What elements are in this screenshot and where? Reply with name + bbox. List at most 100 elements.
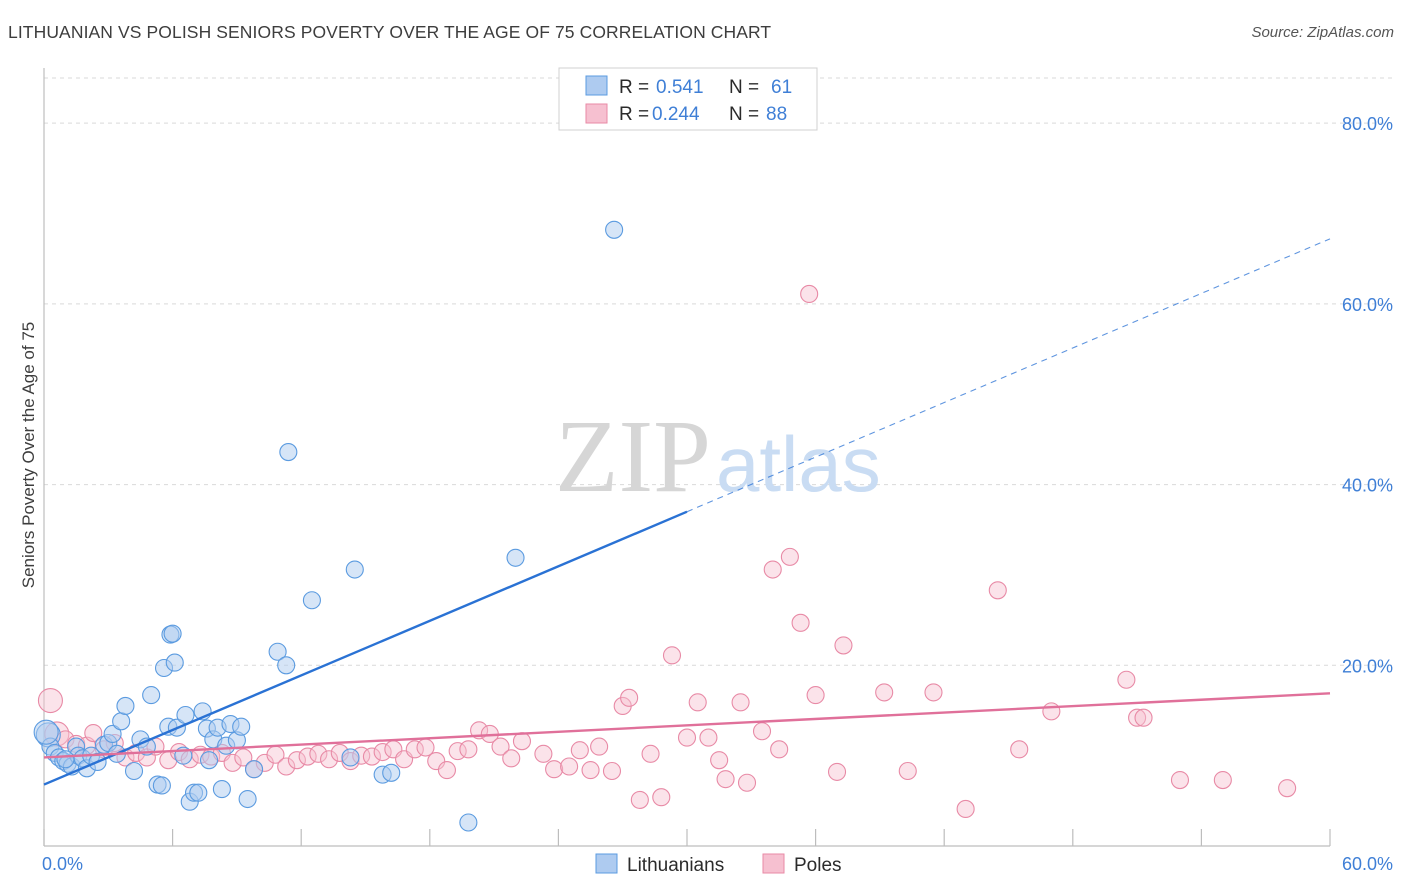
poles-point <box>298 747 317 766</box>
poles-point <box>763 560 782 579</box>
poles-point <box>309 744 328 763</box>
poles-point <box>827 762 847 781</box>
poles-point <box>84 724 103 743</box>
correlation-legend: R = 0.541 N = 61 R = 0.244 N = 88 <box>558 67 818 131</box>
poles-point <box>545 760 564 779</box>
poles-point <box>1213 770 1232 790</box>
poles-point <box>373 742 392 762</box>
poles-point <box>502 749 521 768</box>
poles-point <box>590 737 609 756</box>
poles-trend-line <box>43 692 1331 759</box>
axes <box>43 68 1331 847</box>
poles-point <box>1278 779 1297 798</box>
poles-point <box>620 688 639 707</box>
y-axis-label: Seniors Poverty Over the Age of 75 <box>19 322 38 588</box>
poles-point <box>688 693 707 712</box>
lithuanians-point <box>244 760 264 779</box>
legend-swatch-lithuanians <box>585 75 608 96</box>
grid-lines <box>44 77 1392 666</box>
lithuanians-point <box>341 748 360 767</box>
bottom-legend-swatch-poles <box>762 853 785 874</box>
poles-point <box>834 636 853 655</box>
poles-point <box>641 744 660 763</box>
lithuanians-point <box>232 717 251 736</box>
lithuanians-point <box>152 776 171 795</box>
poles-points <box>37 284 1297 819</box>
lithuanians-trend-extension <box>686 238 1331 513</box>
poles-point <box>699 728 718 747</box>
poles-point <box>459 740 478 759</box>
legend-n-value-1: 88 <box>766 104 787 125</box>
watermark: ZIP atlas <box>555 399 881 514</box>
x-tick-label-1: 60.0% <box>1342 854 1393 874</box>
poles-point <box>277 757 296 776</box>
lithuanians-point <box>56 750 75 769</box>
lithuanians-point <box>165 653 184 672</box>
poles-point <box>662 646 682 665</box>
lithuanians-point <box>459 813 478 832</box>
y-tick-label-3: 80.0% <box>1342 114 1393 134</box>
lithuanians-point <box>124 761 144 781</box>
poles-point <box>875 683 894 702</box>
legend-n-label-1: N = <box>729 104 759 125</box>
poles-point <box>677 728 697 747</box>
poles-point <box>491 737 510 756</box>
legend-n-label-0: N = <box>729 77 759 98</box>
poles-point <box>898 761 917 781</box>
lithuanians-point <box>116 696 135 716</box>
lithuanians-trend-line <box>43 510 688 786</box>
poles-point <box>956 799 975 819</box>
poles-point <box>320 750 339 769</box>
lithuanians-point <box>163 624 182 643</box>
poles-point <box>710 751 729 770</box>
y-tick-label-2: 60.0% <box>1342 295 1393 315</box>
poles-point <box>752 722 772 741</box>
legend-n-value-0: 61 <box>771 77 792 98</box>
watermark-zip: ZIP <box>555 399 711 514</box>
lithuanians-point <box>33 719 59 745</box>
poles-point <box>806 686 825 705</box>
poles-point <box>1042 702 1061 721</box>
poles-point <box>1128 708 1147 727</box>
y-tick-labels: 20.0% 40.0% 60.0% 80.0% <box>1342 114 1393 676</box>
lithuanians-point <box>212 780 231 799</box>
poles-point <box>362 747 381 766</box>
poles-point <box>437 761 456 780</box>
poles-point <box>512 732 532 751</box>
poles-point <box>800 284 819 303</box>
lithuanians-point <box>189 783 208 802</box>
chart-title: LITHUANIAN VS POLISH SENIORS POVERTY OVE… <box>8 22 772 42</box>
series-legend: Lithuanians Poles <box>595 853 842 876</box>
x-tick-label-0: 0.0% <box>42 854 83 874</box>
poles-point <box>716 770 735 789</box>
poles-point <box>223 753 242 772</box>
poles-point <box>234 748 253 767</box>
poles-point <box>737 773 757 792</box>
poles-point <box>924 683 943 702</box>
x-tick-labels: 0.0% 60.0% <box>42 854 1393 874</box>
lithuanians-point <box>199 751 219 770</box>
poles-point <box>1010 740 1029 759</box>
legend-swatch-poles <box>585 103 608 124</box>
bottom-legend-poles: Poles <box>794 855 842 876</box>
lithuanians-point <box>506 548 525 567</box>
bottom-legend-swatch-lithuanians <box>595 853 618 874</box>
poles-point <box>287 751 306 770</box>
y-tick-label-1: 40.0% <box>1342 476 1393 496</box>
poles-point <box>560 757 579 776</box>
poles-point <box>581 761 600 780</box>
legend-r-label-1: R = <box>619 104 649 125</box>
legend-r-label-0: R = <box>619 77 649 98</box>
legend-r-value-1: 0.244 <box>652 104 700 125</box>
lithuanians-point <box>112 712 131 731</box>
bottom-legend-lithuanians: Lithuanians <box>627 855 724 876</box>
lithuanians-point <box>238 789 257 809</box>
poles-point <box>570 741 589 760</box>
poles-point <box>988 581 1007 600</box>
poles-point <box>780 547 799 566</box>
lithuanians-point <box>345 560 364 579</box>
lithuanians-point <box>277 656 296 675</box>
poles-point <box>770 740 789 759</box>
poles-point <box>731 693 750 712</box>
lithuanians-point <box>268 642 287 661</box>
